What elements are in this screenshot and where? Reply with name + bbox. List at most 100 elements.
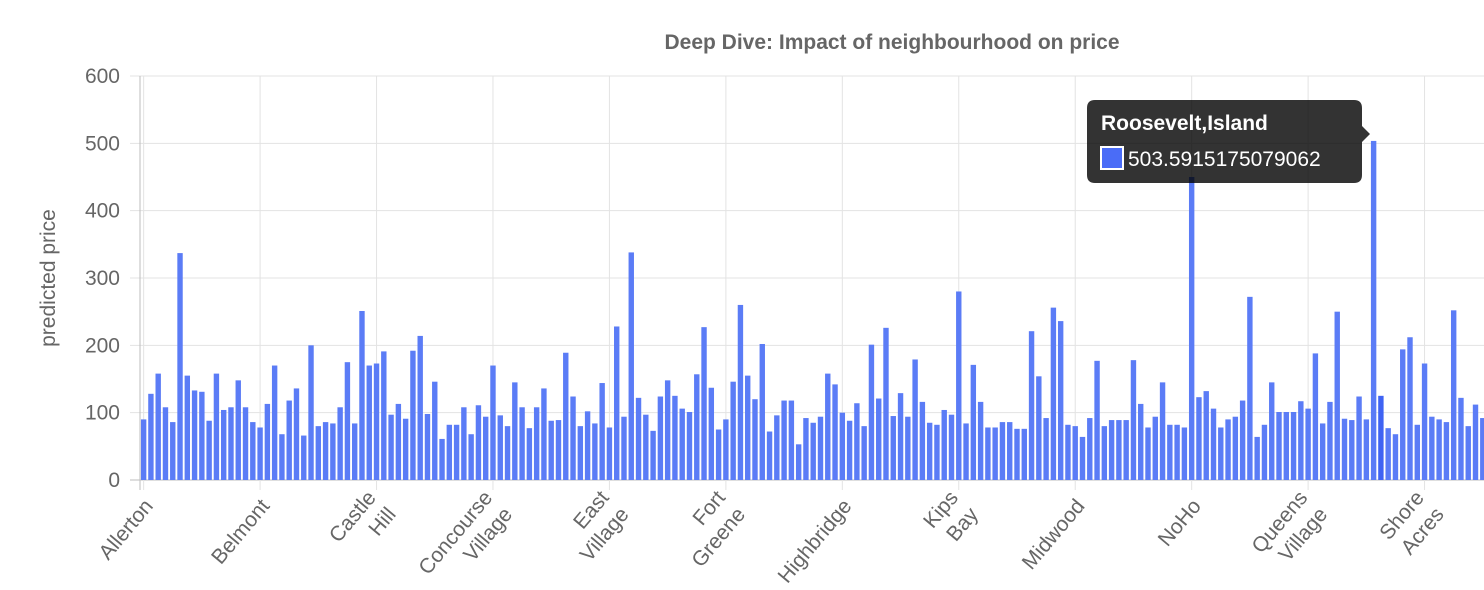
- bar[interactable]: [730, 381, 736, 480]
- bar[interactable]: [1400, 349, 1406, 480]
- bar[interactable]: [541, 388, 547, 480]
- bar[interactable]: [140, 419, 147, 480]
- bar[interactable]: [1327, 401, 1333, 480]
- bar[interactable]: [1319, 423, 1326, 480]
- bar[interactable]: [854, 403, 860, 480]
- bar[interactable]: [832, 384, 838, 480]
- bar[interactable]: [1443, 422, 1450, 480]
- bar[interactable]: [1276, 411, 1282, 480]
- bar[interactable]: [1283, 411, 1289, 480]
- bar[interactable]: [1312, 353, 1319, 480]
- bar[interactable]: [228, 407, 234, 480]
- bar[interactable]: [308, 345, 314, 480]
- bar[interactable]: [584, 411, 591, 480]
- bar[interactable]: [926, 422, 933, 480]
- bar[interactable]: [1480, 418, 1484, 480]
- bar[interactable]: [410, 350, 416, 480]
- bar[interactable]: [533, 407, 540, 480]
- bar[interactable]: [883, 327, 889, 480]
- bar[interactable]: [1028, 331, 1035, 480]
- bar[interactable]: [745, 375, 751, 480]
- bar[interactable]: [213, 373, 220, 480]
- bar[interactable]: [766, 431, 773, 480]
- bar[interactable]: [759, 343, 765, 480]
- bar[interactable]: [1269, 382, 1275, 480]
- bar[interactable]: [737, 304, 744, 480]
- bar[interactable]: [1123, 420, 1129, 480]
- bar[interactable]: [548, 420, 554, 480]
- bar[interactable]: [1188, 177, 1195, 480]
- bar[interactable]: [948, 414, 955, 480]
- bar[interactable]: [1116, 420, 1122, 480]
- bar[interactable]: [846, 420, 853, 480]
- bar[interactable]: [483, 416, 489, 480]
- bar[interactable]: [1079, 436, 1086, 480]
- bar[interactable]: [1356, 396, 1362, 480]
- bar[interactable]: [526, 428, 533, 480]
- bar[interactable]: [148, 393, 154, 480]
- bar[interactable]: [752, 399, 758, 480]
- bar[interactable]: [1159, 382, 1166, 480]
- bar[interactable]: [1472, 404, 1479, 480]
- bar[interactable]: [919, 401, 926, 480]
- bar[interactable]: [1261, 424, 1268, 480]
- bar[interactable]: [715, 429, 722, 481]
- bar[interactable]: [373, 363, 380, 480]
- bar[interactable]: [555, 420, 562, 480]
- bar[interactable]: [1370, 140, 1377, 481]
- bar[interactable]: [1239, 400, 1246, 480]
- bar[interactable]: [1072, 426, 1078, 480]
- bar[interactable]: [1378, 395, 1384, 480]
- bar[interactable]: [497, 415, 503, 480]
- bar[interactable]: [1363, 419, 1370, 480]
- bar[interactable]: [453, 424, 460, 480]
- bar[interactable]: [563, 352, 569, 480]
- bar[interactable]: [657, 396, 664, 480]
- bar[interactable]: [577, 426, 584, 480]
- bar[interactable]: [1210, 408, 1217, 480]
- bar[interactable]: [279, 434, 285, 480]
- bar[interactable]: [446, 424, 453, 480]
- bar[interactable]: [868, 344, 875, 480]
- bar[interactable]: [774, 415, 780, 480]
- bar[interactable]: [614, 326, 620, 480]
- bar[interactable]: [1232, 416, 1239, 480]
- bar[interactable]: [1152, 416, 1158, 480]
- bar[interactable]: [694, 374, 700, 480]
- bar[interactable]: [1334, 311, 1340, 480]
- bar[interactable]: [679, 408, 685, 480]
- bar[interactable]: [177, 253, 183, 480]
- bar[interactable]: [257, 427, 263, 480]
- bar[interactable]: [570, 396, 576, 480]
- bar[interactable]: [934, 424, 940, 480]
- bar[interactable]: [643, 414, 649, 480]
- bar[interactable]: [977, 401, 984, 480]
- bar[interactable]: [897, 393, 904, 480]
- bar[interactable]: [1305, 408, 1311, 480]
- bar[interactable]: [890, 416, 896, 480]
- bar[interactable]: [825, 373, 831, 480]
- bar[interactable]: [1429, 416, 1435, 480]
- bar[interactable]: [475, 405, 482, 480]
- bar[interactable]: [301, 435, 307, 480]
- bar[interactable]: [650, 430, 656, 480]
- bar[interactable]: [519, 407, 525, 480]
- bar[interactable]: [795, 444, 802, 480]
- bar[interactable]: [417, 335, 423, 480]
- bar[interactable]: [330, 423, 336, 480]
- bar[interactable]: [352, 423, 358, 480]
- bar[interactable]: [1349, 420, 1355, 480]
- bar[interactable]: [708, 387, 715, 480]
- bar[interactable]: [1130, 360, 1137, 480]
- bar[interactable]: [664, 380, 671, 480]
- bar[interactable]: [1036, 376, 1042, 480]
- bar[interactable]: [839, 412, 846, 480]
- bar[interactable]: [1007, 422, 1013, 480]
- bar[interactable]: [1057, 321, 1064, 480]
- bar[interactable]: [672, 395, 678, 480]
- bar[interactable]: [861, 426, 867, 480]
- bar[interactable]: [723, 419, 729, 480]
- bar[interactable]: [1392, 434, 1399, 480]
- bar[interactable]: [905, 416, 911, 480]
- bar[interactable]: [1087, 418, 1093, 480]
